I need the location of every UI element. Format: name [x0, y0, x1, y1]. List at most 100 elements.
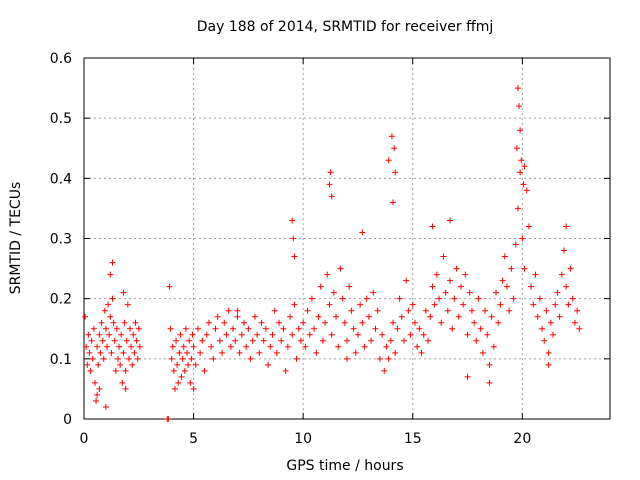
data-point	[431, 301, 438, 308]
data-point	[102, 325, 109, 332]
data-point	[512, 241, 519, 248]
data-point	[344, 337, 350, 344]
y-tick-label: 0.5	[50, 111, 72, 127]
data-point	[571, 319, 578, 326]
data-point	[273, 349, 280, 356]
data-point	[516, 103, 523, 110]
data-point	[403, 277, 410, 284]
data-point	[271, 307, 278, 314]
data-point	[109, 259, 116, 266]
data-point	[348, 307, 355, 314]
data-point	[350, 325, 357, 332]
data-point	[385, 355, 392, 362]
plot-frame	[83, 57, 611, 420]
data-point	[265, 361, 272, 368]
data-point	[528, 283, 535, 290]
data-point	[102, 403, 109, 410]
data-point	[543, 307, 550, 314]
data-point	[113, 325, 120, 332]
data-point	[503, 283, 510, 290]
data-point	[370, 289, 377, 296]
data-point	[111, 337, 118, 344]
data-point	[484, 331, 491, 338]
data-point	[243, 343, 250, 350]
data-point	[199, 337, 206, 344]
data-point	[381, 367, 388, 374]
data-point	[462, 271, 469, 278]
data-point	[302, 343, 309, 350]
data-point	[392, 169, 399, 176]
data-point	[315, 313, 322, 320]
data-point	[98, 319, 105, 326]
y-tick-label: 0.6	[50, 51, 72, 67]
data-point	[210, 355, 217, 362]
data-point	[327, 169, 334, 176]
data-point	[396, 295, 403, 302]
data-point	[394, 325, 401, 332]
data-point	[88, 337, 95, 344]
data-point	[119, 379, 126, 386]
data-point	[523, 187, 530, 194]
data-point	[449, 325, 456, 332]
data-points	[82, 85, 583, 422]
data-point	[185, 361, 192, 368]
data-point	[525, 223, 532, 230]
data-point	[447, 277, 454, 284]
y-axis-title: SRMTID / TECUs	[8, 182, 24, 295]
data-point	[114, 355, 121, 362]
data-point	[260, 337, 267, 344]
data-point	[379, 331, 386, 338]
data-point	[324, 271, 331, 278]
data-point	[167, 325, 174, 332]
data-point	[425, 337, 432, 344]
data-point	[87, 367, 94, 374]
data-point	[556, 313, 563, 320]
data-point	[130, 331, 137, 338]
data-point	[497, 301, 504, 308]
y-tick-labels: 0 0.1 0.2 0.3 0.4 0.5 0.6	[50, 51, 72, 428]
data-point	[121, 319, 128, 326]
y-tick-label: 0	[63, 412, 72, 428]
data-point	[168, 355, 175, 362]
data-point	[254, 331, 261, 338]
data-point	[293, 355, 300, 362]
data-point	[460, 301, 467, 308]
data-point	[164, 416, 171, 422]
data-point	[94, 343, 101, 350]
data-point	[391, 145, 398, 152]
data-point	[245, 325, 252, 332]
data-point	[171, 385, 178, 392]
data-point	[398, 313, 405, 320]
data-point	[109, 295, 116, 302]
data-point	[94, 391, 101, 398]
data-point	[100, 355, 107, 362]
data-point	[514, 85, 521, 92]
data-point	[118, 331, 125, 338]
data-point	[89, 355, 96, 362]
data-point	[451, 295, 458, 302]
data-point	[359, 319, 366, 326]
chart-title: Day 188 of 2014, SRMTID for receiver ffm…	[197, 19, 494, 35]
data-point	[565, 301, 572, 308]
data-point	[96, 331, 103, 338]
data-point	[552, 301, 559, 308]
data-point	[101, 307, 108, 314]
data-point	[95, 361, 102, 368]
data-point	[521, 265, 528, 272]
data-point	[517, 169, 524, 176]
data-point	[429, 283, 436, 290]
data-point	[297, 337, 304, 344]
data-point	[214, 313, 221, 320]
x-tick-label: 20	[513, 431, 531, 447]
data-point	[545, 349, 552, 356]
data-point	[181, 367, 188, 374]
data-point	[201, 367, 208, 374]
data-point	[422, 307, 429, 314]
data-point	[240, 319, 247, 326]
data-point	[93, 397, 100, 404]
data-point	[513, 145, 520, 152]
data-point	[357, 301, 364, 308]
data-point	[335, 343, 342, 350]
data-point	[280, 325, 287, 332]
